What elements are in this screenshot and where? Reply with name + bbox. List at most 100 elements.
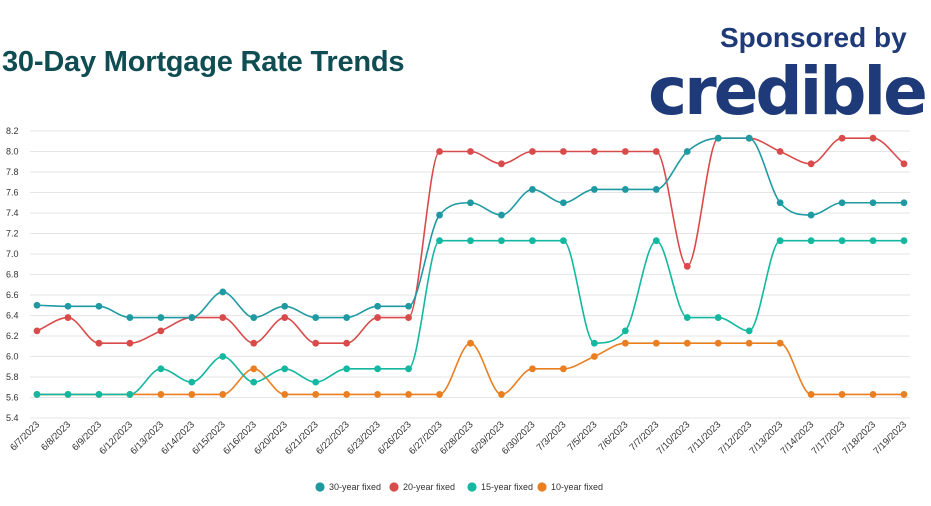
data-point[interactable]: [436, 237, 443, 245]
data-point[interactable]: [745, 134, 753, 142]
data-point[interactable]: [64, 302, 72, 310]
data-point[interactable]: [590, 148, 598, 155]
data-point[interactable]: [590, 339, 598, 347]
data-point[interactable]: [188, 314, 196, 321]
data-point[interactable]: [807, 391, 815, 398]
data-point[interactable]: [652, 148, 660, 155]
data-point[interactable]: [219, 314, 227, 321]
data-point[interactable]: [498, 391, 505, 398]
sponsor-logo[interactable]: credible: [648, 53, 928, 130]
data-point[interactable]: [374, 365, 382, 373]
data-point[interactable]: [900, 391, 908, 398]
data-point[interactable]: [745, 339, 753, 347]
data-point[interactable]: [559, 199, 567, 207]
data-point[interactable]: [374, 302, 382, 310]
data-point[interactable]: [33, 391, 41, 398]
data-point[interactable]: [33, 327, 41, 335]
data-point[interactable]: [157, 365, 165, 373]
data-point[interactable]: [405, 365, 412, 373]
data-point[interactable]: [312, 314, 320, 321]
data-point[interactable]: [683, 314, 691, 321]
data-point[interactable]: [776, 339, 784, 347]
data-point[interactable]: [776, 199, 784, 207]
data-point[interactable]: [343, 339, 351, 347]
data-point[interactable]: [281, 365, 289, 373]
data-point[interactable]: [157, 391, 165, 398]
data-point[interactable]: [343, 314, 351, 321]
data-point[interactable]: [467, 199, 474, 207]
data-point[interactable]: [900, 199, 908, 207]
data-point[interactable]: [869, 237, 877, 245]
data-point[interactable]: [312, 339, 320, 347]
data-point[interactable]: [467, 148, 474, 155]
data-point[interactable]: [745, 327, 753, 335]
data-point[interactable]: [219, 353, 227, 360]
data-point[interactable]: [869, 199, 877, 207]
data-point[interactable]: [621, 327, 629, 335]
data-point[interactable]: [436, 211, 443, 219]
data-point[interactable]: [126, 391, 134, 398]
data-point[interactable]: [807, 160, 815, 168]
data-point[interactable]: [374, 314, 382, 321]
data-point[interactable]: [776, 148, 784, 155]
legend-item-30-year-fixed[interactable]: 30-year fixed: [315, 482, 381, 492]
data-point[interactable]: [559, 237, 567, 245]
data-point[interactable]: [807, 237, 815, 245]
data-point[interactable]: [559, 365, 567, 373]
data-point[interactable]: [95, 302, 103, 310]
data-point[interactable]: [250, 339, 258, 347]
data-point[interactable]: [652, 186, 660, 193]
data-point[interactable]: [312, 378, 320, 386]
data-point[interactable]: [157, 327, 165, 335]
data-point[interactable]: [157, 314, 165, 321]
data-point[interactable]: [405, 391, 412, 398]
data-point[interactable]: [250, 365, 258, 373]
data-point[interactable]: [869, 391, 877, 398]
data-point[interactable]: [126, 339, 134, 347]
data-point[interactable]: [652, 339, 660, 347]
legend-item-20-year-fixed[interactable]: 20-year fixed: [389, 482, 455, 492]
data-point[interactable]: [590, 186, 598, 193]
data-point[interactable]: [683, 148, 691, 155]
data-point[interactable]: [467, 237, 474, 245]
data-point[interactable]: [219, 288, 227, 296]
data-point[interactable]: [281, 314, 289, 321]
data-point[interactable]: [652, 237, 660, 245]
data-point[interactable]: [807, 211, 815, 219]
data-point[interactable]: [900, 237, 908, 245]
data-point[interactable]: [498, 237, 505, 245]
data-point[interactable]: [714, 339, 722, 347]
data-point[interactable]: [33, 301, 41, 309]
data-point[interactable]: [683, 262, 691, 270]
data-point[interactable]: [436, 391, 443, 398]
data-point[interactable]: [683, 339, 691, 347]
data-point[interactable]: [900, 160, 908, 168]
data-point[interactable]: [467, 339, 474, 347]
data-point[interactable]: [529, 237, 536, 245]
data-point[interactable]: [714, 134, 722, 142]
legend[interactable]: 30-year fixed 20-year fixed 15-year fixed 1…: [315, 482, 603, 492]
data-point[interactable]: [621, 186, 629, 193]
data-point[interactable]: [436, 148, 443, 155]
data-point[interactable]: [621, 148, 629, 155]
data-point[interactable]: [95, 339, 103, 347]
data-point[interactable]: [838, 199, 846, 207]
data-point[interactable]: [126, 314, 134, 321]
data-point[interactable]: [250, 314, 258, 321]
data-point[interactable]: [312, 391, 320, 398]
data-point[interactable]: [869, 134, 877, 142]
data-point[interactable]: [188, 391, 196, 398]
data-point[interactable]: [559, 148, 567, 155]
data-point[interactable]: [405, 314, 412, 321]
data-point[interactable]: [405, 302, 412, 310]
data-point[interactable]: [838, 237, 846, 245]
data-point[interactable]: [838, 134, 846, 142]
data-point[interactable]: [343, 391, 351, 398]
data-point[interactable]: [529, 365, 536, 373]
data-point[interactable]: [64, 314, 72, 321]
data-point[interactable]: [250, 378, 258, 386]
data-point[interactable]: [188, 378, 196, 386]
data-point[interactable]: [95, 391, 103, 398]
data-point[interactable]: [343, 365, 351, 373]
data-point[interactable]: [838, 391, 846, 398]
